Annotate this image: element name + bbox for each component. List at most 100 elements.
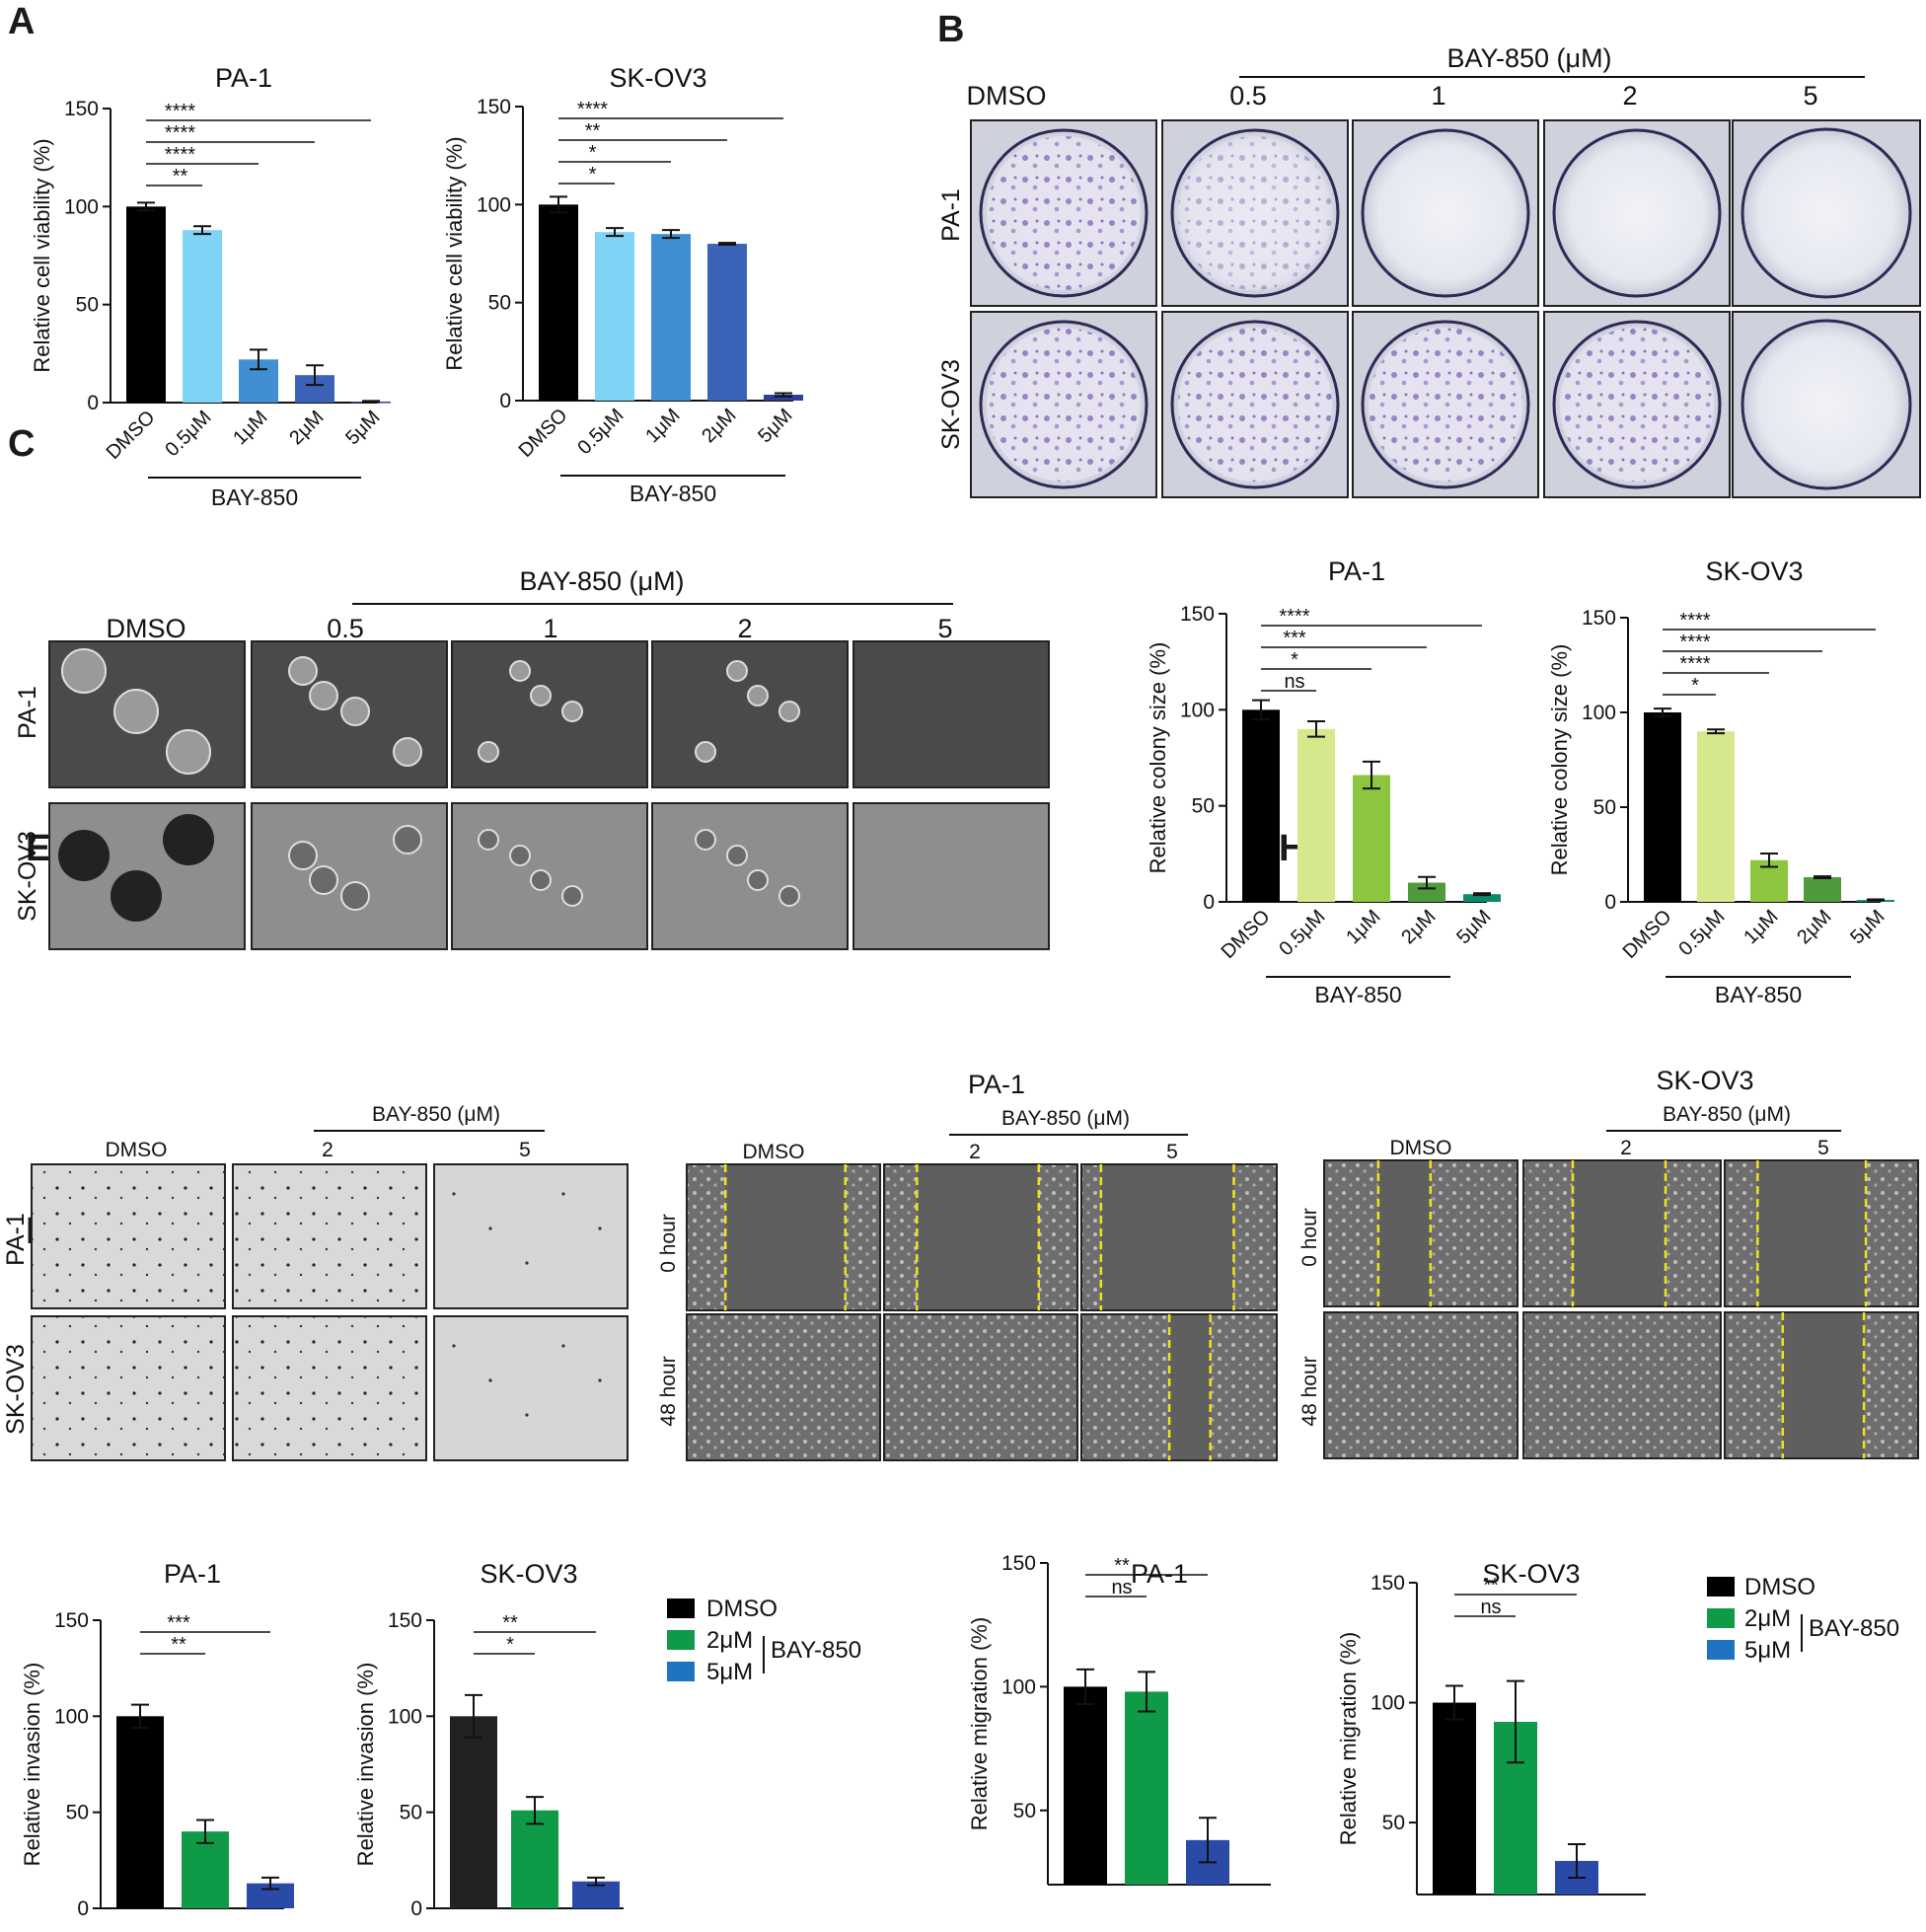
y-tick-label: 0 — [1604, 891, 1616, 914]
significance-label: **** — [1279, 606, 1309, 628]
panel-b-row-skov3: SK-OV3 — [937, 359, 965, 450]
y-axis-label: Relative colony size (%) — [1146, 642, 1170, 874]
bar-DMSO — [1064, 1686, 1107, 1885]
significance-label: *** — [1283, 628, 1306, 649]
wound-healing-image — [1724, 1159, 1919, 1307]
spheroid-image — [251, 640, 448, 788]
y-tick-label: 100 — [1582, 702, 1616, 724]
chart-title: PA-1 — [1328, 557, 1385, 586]
group-label: BAY-850 — [1715, 982, 1802, 1007]
chart-title: SK-OV3 — [480, 1559, 577, 1589]
y-tick-label: 0 — [499, 390, 511, 412]
category-label: 0.5μM — [1674, 906, 1729, 960]
significance-label: * — [506, 1634, 514, 1656]
y-tick-label: 0 — [410, 1897, 422, 1920]
invasion-image — [433, 1315, 629, 1461]
spheroid-image — [852, 802, 1050, 950]
category-label: 2μM — [285, 407, 328, 449]
y-tick-label: 50 — [400, 1802, 422, 1824]
bar-0.5μM — [1297, 728, 1335, 902]
category-label: 0.5μM — [161, 407, 215, 461]
legend-f-swatch-2um — [667, 1630, 695, 1650]
spheroid-image — [852, 640, 1050, 788]
spheroid-image — [48, 802, 246, 950]
y-tick-label: 0 — [77, 1897, 89, 1920]
panel-c-col-2: 2 — [737, 614, 752, 643]
y-tick-label: 100 — [1001, 1675, 1036, 1698]
colony-well-image — [970, 119, 1157, 307]
wound-healing-image — [1522, 1159, 1722, 1307]
significance-label: **** — [1679, 632, 1710, 653]
bar-DMSO — [116, 1716, 164, 1908]
y-tick-label: 100 — [388, 1705, 422, 1728]
panel-b-col-05: 0.5 — [1229, 81, 1267, 111]
panel-c-header: BAY-850 (μM) — [519, 566, 684, 596]
category-label: 0.5μM — [1275, 906, 1329, 960]
invasion-image — [31, 1163, 226, 1309]
wound-healing-image — [1323, 1311, 1519, 1459]
y-tick-label: 150 — [1370, 1572, 1405, 1595]
panel-g-title: PA-1 — [968, 1070, 1025, 1099]
panel-letter-c: C — [8, 423, 35, 465]
bar-DMSO — [1433, 1702, 1476, 1895]
category-label: 2μM — [1397, 906, 1440, 948]
group-label: BAY-850 — [630, 481, 716, 506]
category-label: 1μM — [1342, 906, 1384, 948]
significance-label: ** — [1483, 1575, 1499, 1597]
legend-f-label-5um: 5μM — [706, 1659, 753, 1685]
invasion-image — [232, 1315, 427, 1461]
colony-well-image — [1543, 311, 1731, 498]
significance-label: **** — [1679, 610, 1710, 632]
group-label: BAY-850 — [211, 484, 298, 510]
wound-healing-image — [883, 1313, 1078, 1461]
panel-h-col-2: 2 — [1620, 1137, 1632, 1159]
significance-label: ns — [1284, 671, 1304, 693]
chart-a2: SK-OV3 0 50 100 150 Relative cell viability (… — [442, 63, 803, 506]
panel-e-images: BAY-850 (μM) DMSO 2 5 PA-1 SK-OV3 — [2, 1103, 629, 1461]
panel-h-header: BAY-850 (μM) — [1663, 1103, 1791, 1126]
category-label: 1μM — [1740, 906, 1782, 948]
spheroid-image — [251, 802, 448, 950]
panel-h-col-5: 5 — [1817, 1137, 1829, 1159]
y-axis-label: Relative colony size (%) — [1547, 644, 1572, 876]
spheroid-image — [651, 640, 849, 788]
bar-2μM — [1125, 1691, 1168, 1885]
panel-c-col-5: 5 — [937, 614, 952, 643]
y-tick-label: 150 — [388, 1609, 422, 1632]
panel-b-images: DMSO BAY-850 (μM) 0.5 1 2 5 PA-1 SK-OV3 — [937, 43, 1921, 498]
significance-label: ** — [173, 166, 188, 187]
legend-i-swatch-5um — [1707, 1640, 1735, 1660]
panel-e-col-5: 5 — [519, 1139, 531, 1161]
significance-label: ** — [585, 120, 601, 142]
chart-title: PA-1 — [164, 1559, 221, 1589]
bar-DMSO — [450, 1716, 497, 1908]
wound-healing-image — [686, 1163, 881, 1311]
significance-label: * — [589, 164, 597, 186]
legend-i-group: BAY-850 — [1809, 1615, 1899, 1642]
panel-c-row-pa1: PA-1 — [14, 686, 41, 739]
colony-well-image — [1543, 119, 1731, 307]
bar-2μM — [707, 244, 747, 401]
chart-i2: SK-OV3 50 100 150 Relative migration (%) ns** — [1336, 1559, 1646, 1895]
legend-f-label-2um: 2μM — [706, 1627, 753, 1654]
y-axis-label: Relative migration (%) — [1336, 1632, 1361, 1845]
y-tick-label: 50 — [1382, 1812, 1405, 1834]
panel-g-col-2: 2 — [969, 1141, 981, 1163]
panel-c-col-1: 1 — [543, 614, 557, 643]
panel-b-header: BAY-850 (μM) — [1446, 43, 1611, 73]
y-tick-label: 0 — [1203, 891, 1215, 914]
significance-label: *** — [167, 1612, 190, 1634]
panel-g-header: BAY-850 (μM) — [1001, 1107, 1130, 1130]
panel-h-row-48h: 48 hour — [1298, 1356, 1321, 1426]
bar-0.5μM — [595, 232, 634, 401]
y-tick-label: 50 — [1192, 795, 1215, 818]
y-tick-label: 150 — [477, 96, 511, 118]
colony-well-image — [1732, 119, 1921, 307]
colony-well-image — [1352, 119, 1539, 307]
category-label: 2μM — [1793, 906, 1835, 948]
y-tick-label: 150 — [64, 98, 99, 120]
chart-a1: PA-1 0 50 100 150 Relative cell viability (%)… — [30, 63, 391, 510]
panel-letter-a: A — [8, 1, 35, 42]
